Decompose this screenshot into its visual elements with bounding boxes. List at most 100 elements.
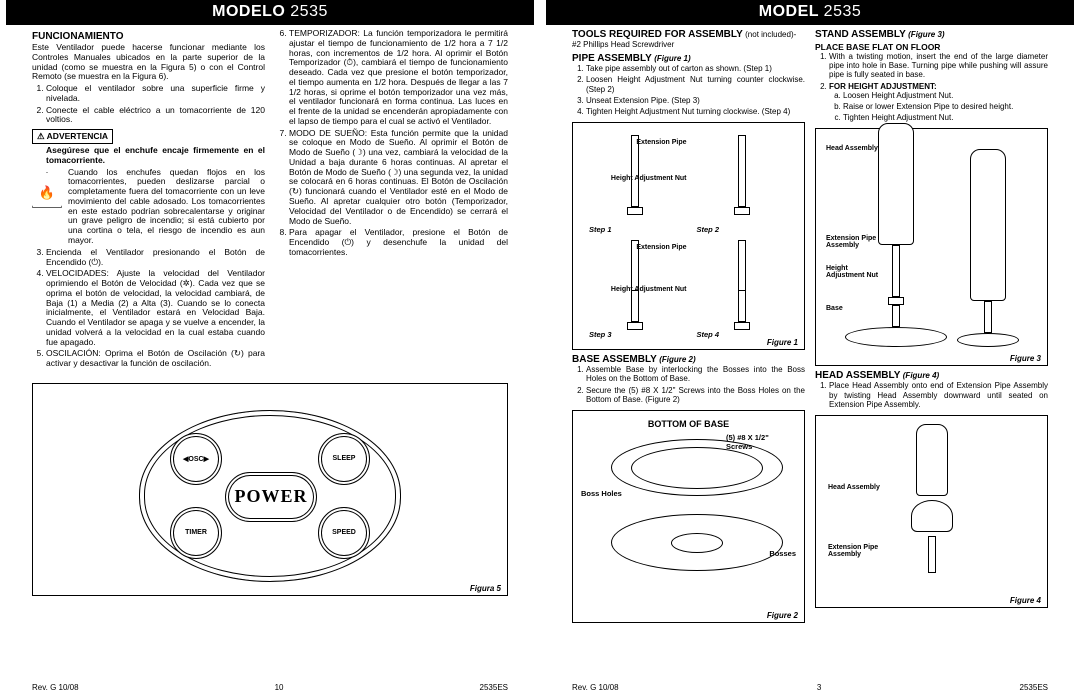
- figure-1-caption: Figure 1: [767, 338, 798, 347]
- f3-base: Base: [826, 305, 843, 312]
- footer-rev-r: Rev. G 10/08: [572, 683, 619, 692]
- base-bosses-label: Bosses: [769, 549, 796, 558]
- tools-note: (not included)-: [745, 30, 796, 39]
- base-heading: BASE ASSEMBLY (Figure 2): [572, 354, 805, 365]
- base-figure: BOTTOM OF BASE (5) #8 X 1/2" Screws Boss…: [581, 419, 796, 599]
- pipe-heading: PIPE ASSEMBLY (Figure 1): [572, 53, 805, 64]
- head-head: HEAD ASSEMBLY: [815, 370, 900, 381]
- base-steps: Assemble Base by interlocking the Bosses…: [572, 365, 805, 404]
- speed-button: SPEED: [318, 507, 370, 559]
- stand-2c: Tighten Height Adjustment Nut.: [843, 113, 1048, 122]
- f4-head: Head Assembly: [828, 484, 880, 491]
- right-col-1: TOOLS REQUIRED FOR ASSEMBLY (not include…: [572, 29, 805, 625]
- base-bottom-title: BOTTOM OF BASE: [581, 419, 796, 429]
- title-text-r: MODEL: [759, 3, 819, 20]
- fire-icon: [32, 172, 62, 208]
- func-intro: Este Ventilador puede hacerse funcionar …: [32, 43, 265, 82]
- f1-nut2: Height Adjustment Nut: [611, 286, 687, 293]
- f3-head: Head Assembly: [826, 145, 878, 152]
- pipe-figure: Extension Pipe Height Adjustment Nut Ste…: [581, 131, 796, 341]
- func-step-6: TEMPORIZADOR: La función temporizadora l…: [289, 29, 508, 127]
- base-screws-label: (5) #8 X 1/2" Screws: [726, 433, 796, 451]
- tools-head-text: TOOLS REQUIRED FOR ASSEMBLY: [572, 29, 743, 40]
- tower-icon-3: [916, 424, 948, 496]
- osc-button: ◀OSC▶: [170, 433, 222, 485]
- f1-nut1: Height Adjustment Nut: [611, 175, 687, 182]
- func-step-8: Para apagar el Ventilador, presione el B…: [289, 228, 508, 257]
- figure-4-box: Head Assembly Extension Pipe Assembly Fi…: [815, 415, 1048, 608]
- figure-1-box: Extension Pipe Height Adjustment Nut Ste…: [572, 122, 805, 350]
- f1-ext2: Extension Pipe: [636, 244, 686, 251]
- motor-icon: [911, 500, 953, 532]
- title-text: MODELO: [212, 3, 285, 20]
- stand-figure: Head Assembly Extension Pipe Assembly He…: [824, 137, 1039, 347]
- timer-button: TIMER: [170, 507, 222, 559]
- figure-3-box: Head Assembly Extension Pipe Assembly He…: [815, 128, 1048, 366]
- footer-model-r: 2535ES: [1020, 683, 1048, 692]
- power-button: POWER: [225, 472, 317, 522]
- stand-step-1: With a twisting motion, insert the end o…: [829, 52, 1048, 80]
- warning-box: ADVERTENCIA: [32, 129, 113, 144]
- title-model-r: 2535: [824, 3, 862, 20]
- stand-figref: (Figure 3): [908, 30, 944, 39]
- stand-right-unit: [957, 149, 1019, 347]
- footer-model: 2535ES: [480, 683, 508, 692]
- head-heading: HEAD ASSEMBLY (Figure 4): [815, 370, 1048, 381]
- tower-icon-2: [970, 149, 1006, 301]
- f3-ext: Extension Pipe Assembly: [826, 235, 886, 249]
- pipe-steps: Take pipe assembly out of carton as show…: [572, 64, 805, 116]
- head-steps: Place Head Assembly onto end of Extensio…: [815, 381, 1048, 409]
- func-step-1: Coloque el ventilador sobre una superfic…: [46, 84, 265, 104]
- figure-5-box: ◀OSC▶ SLEEP POWER TIMER SPEED Figura 5: [32, 383, 508, 596]
- head-figref: (Figure 4): [903, 371, 939, 380]
- left-col-2: TEMPORIZADOR: La función temporizadora l…: [275, 29, 508, 371]
- warning-bold: Asegúrese que el enchufe encaje firmemen…: [46, 146, 265, 166]
- func-step-3: Encienda el Ventilador presionando el Bo…: [46, 248, 265, 268]
- tools-heading: TOOLS REQUIRED FOR ASSEMBLY (not include…: [572, 29, 805, 40]
- func-heading: FUNCIONAMIENTO: [32, 31, 265, 42]
- func-step-2: Conecte el cable eléctrico a un tomacorr…: [46, 106, 265, 126]
- f1-s1: Step 1: [589, 225, 612, 234]
- fire-row: Cuando los enchufes quedan flojos en los…: [32, 168, 265, 248]
- footer-page-r: 3: [817, 683, 821, 692]
- f1-ext1: Extension Pipe: [636, 139, 686, 146]
- warning-body: Cuando los enchufes quedan flojos en los…: [68, 168, 265, 246]
- f1-s3: Step 3: [589, 330, 612, 339]
- func-steps-cont: Encienda el Ventilador presionando el Bo…: [32, 248, 265, 369]
- figura-5-caption: Figura 5: [470, 584, 501, 593]
- page-left: MODELO 2535 FUNCIONAMIENTO Este Ventilad…: [0, 0, 540, 698]
- stand-substeps: Loosen Height Adjustment Nut. Raise or l…: [829, 91, 1048, 123]
- func-step-4: VELOCIDADES: Ajuste la velocidad del Ven…: [46, 269, 265, 347]
- control-panel: ◀OSC▶ SLEEP POWER TIMER SPEED: [139, 410, 401, 582]
- stand-heading: STAND ASSEMBLY (Figure 3): [815, 29, 1048, 40]
- base-holes-label: Boss Holes: [581, 489, 622, 498]
- figure-2-caption: Figure 2: [767, 611, 798, 620]
- f4-ext: Extension Pipe Assembly: [828, 544, 898, 558]
- left-columns: FUNCIONAMIENTO Este Ventilador puede hac…: [0, 25, 540, 371]
- footer-page: 10: [275, 683, 284, 692]
- left-col-1: FUNCIONAMIENTO Este Ventilador puede hac…: [32, 29, 265, 371]
- func-steps: Coloque el ventilador sobre una superfic…: [32, 84, 265, 125]
- base-head: BASE ASSEMBLY: [572, 354, 657, 365]
- f3-nut: Height Adjustment Nut: [826, 265, 886, 279]
- figure-3-caption: Figure 3: [1010, 354, 1041, 363]
- title-model: 2535: [290, 3, 328, 20]
- func-step-5: OSCILACIÓN: Oprima el Botón de Oscilació…: [46, 349, 265, 369]
- stand-sub: PLACE BASE FLAT ON FLOOR: [815, 42, 1048, 52]
- pipe-step-1: Take pipe assembly out of carton as show…: [586, 64, 805, 73]
- sleep-button: SLEEP: [318, 433, 370, 485]
- func-step-7: MODO DE SUEÑO: Esta función permite que …: [289, 129, 508, 227]
- page-container: MODELO 2535 FUNCIONAMIENTO Este Ventilad…: [0, 0, 1080, 698]
- title-bar-left: MODELO 2535: [6, 0, 534, 25]
- tower-icon: [878, 123, 914, 245]
- head-step-1: Place Head Assembly onto end of Extensio…: [829, 381, 1048, 409]
- stand-2a: Loosen Height Adjustment Nut.: [843, 91, 1048, 100]
- pipe-step-2: Loosen Height Adjustment Nut turning cou…: [586, 75, 805, 93]
- right-col-2: STAND ASSEMBLY (Figure 3) PLACE BASE FLA…: [815, 29, 1048, 625]
- stand-2b: Raise or lower Extension Pipe to desired…: [843, 102, 1048, 111]
- pipe-step-4: Tighten Height Adjustment Nut turning cl…: [586, 107, 805, 116]
- f1-s2: Step 2: [697, 225, 720, 234]
- base-figref: (Figure 2): [659, 355, 695, 364]
- footer-rev: Rev. G 10/08: [32, 683, 79, 692]
- left-footer: Rev. G 10/08 10 2535ES: [32, 683, 508, 692]
